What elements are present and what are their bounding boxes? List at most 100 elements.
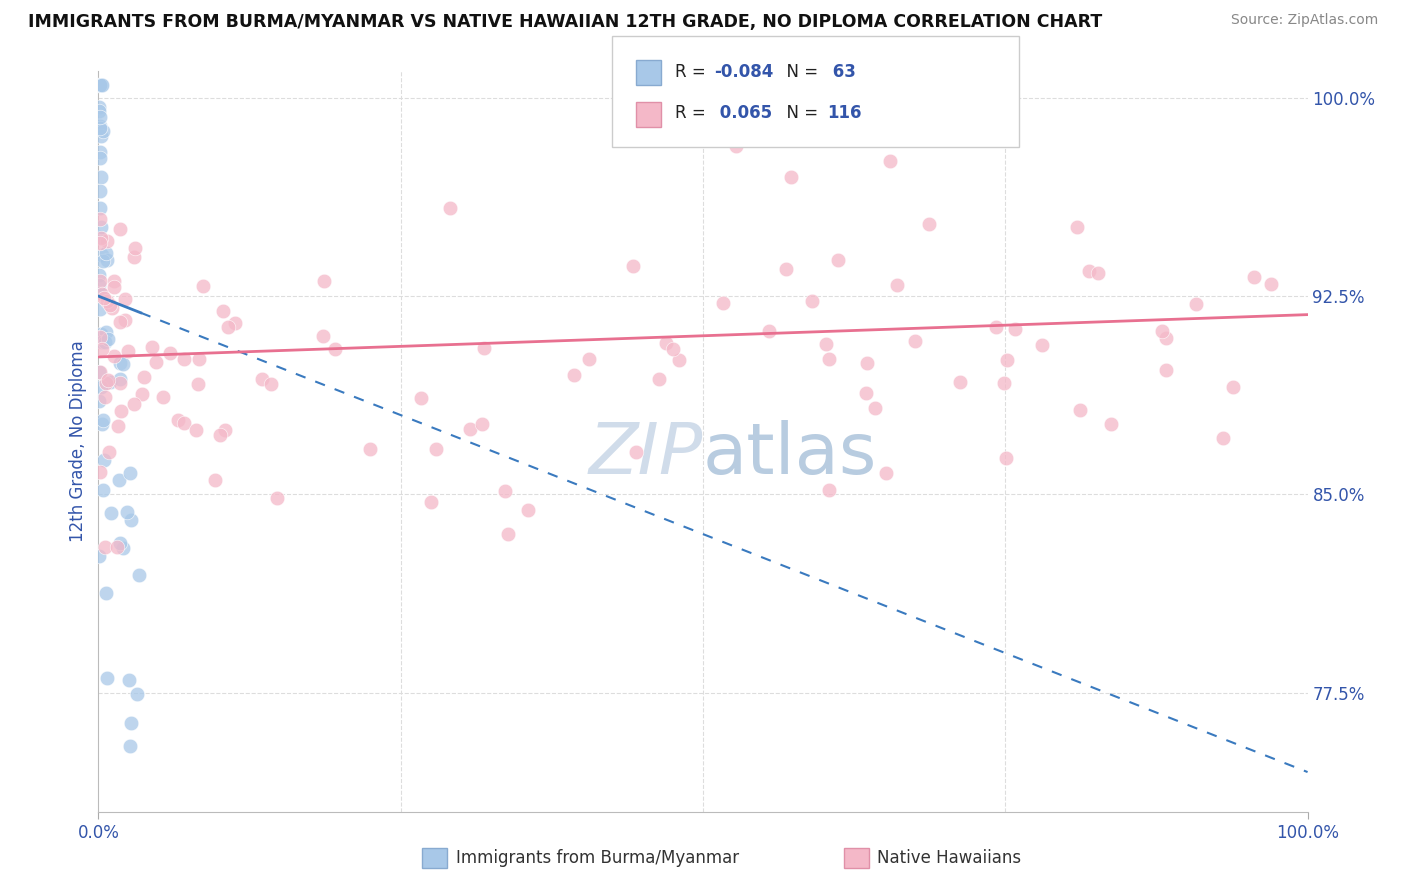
Point <box>89 78 111 92</box>
Point <box>91 342 114 356</box>
Point <box>91 483 114 497</box>
Text: 63: 63 <box>827 62 856 81</box>
Point <box>875 466 897 480</box>
Point <box>1078 264 1101 278</box>
Point <box>815 337 838 351</box>
Text: N =: N = <box>776 104 824 122</box>
Point <box>224 316 246 330</box>
Point <box>89 274 111 288</box>
Point <box>856 356 879 370</box>
Point <box>90 380 112 394</box>
Point <box>1031 338 1053 352</box>
Point <box>89 465 111 479</box>
Point <box>187 376 209 391</box>
Point <box>173 417 195 431</box>
Point <box>184 423 207 437</box>
Point <box>775 262 797 277</box>
Point <box>97 333 120 347</box>
Point <box>103 273 125 287</box>
Text: N =: N = <box>776 62 824 81</box>
Point <box>995 450 1018 465</box>
Point <box>409 391 432 405</box>
Text: 116: 116 <box>827 104 862 122</box>
Point <box>817 351 839 366</box>
Point <box>879 154 901 169</box>
Text: IMMIGRANTS FROM BURMA/MYANMAR VS NATIVE HAWAIIAN 12TH GRADE, NO DIPLOMA CORRELAT: IMMIGRANTS FROM BURMA/MYANMAR VS NATIVE … <box>28 13 1102 31</box>
Point <box>89 110 111 124</box>
Point <box>1069 403 1091 417</box>
Point <box>904 334 927 348</box>
Point <box>578 351 600 366</box>
Point <box>1243 269 1265 284</box>
Point <box>124 250 146 264</box>
Point <box>648 372 671 386</box>
Point <box>141 340 163 354</box>
Point <box>103 350 125 364</box>
Point <box>986 319 1008 334</box>
Point <box>120 716 142 731</box>
Point <box>1066 220 1088 235</box>
Text: R =: R = <box>675 62 711 81</box>
Point <box>214 423 236 437</box>
Point <box>711 296 734 310</box>
Text: Native Hawaiians: Native Hawaiians <box>877 849 1022 867</box>
Text: atlas: atlas <box>703 420 877 489</box>
Point <box>122 397 145 411</box>
Point <box>89 78 111 92</box>
Point <box>758 324 780 338</box>
Point <box>93 291 115 305</box>
Point <box>187 351 209 366</box>
Point <box>995 352 1018 367</box>
Point <box>89 394 111 409</box>
Point <box>90 334 112 349</box>
Point <box>127 687 149 701</box>
Point <box>818 483 841 498</box>
Point <box>108 473 131 487</box>
Point <box>918 217 941 231</box>
Text: -0.084: -0.084 <box>714 62 773 81</box>
Point <box>564 368 586 382</box>
Point <box>96 376 118 390</box>
Point <box>359 442 381 457</box>
Point <box>110 404 132 418</box>
Point <box>120 513 142 527</box>
Point <box>90 78 112 92</box>
Point <box>855 385 877 400</box>
Point <box>87 230 110 244</box>
Point <box>98 298 121 312</box>
Point <box>314 274 336 288</box>
Point <box>425 442 447 457</box>
Point <box>114 292 136 306</box>
Point <box>800 294 823 309</box>
Text: Source: ZipAtlas.com: Source: ZipAtlas.com <box>1230 13 1378 28</box>
Point <box>97 373 120 387</box>
Point <box>132 370 155 384</box>
Point <box>439 202 461 216</box>
Point <box>93 541 115 555</box>
Point <box>494 483 516 498</box>
Point <box>471 417 494 431</box>
Point <box>208 427 231 442</box>
Point <box>128 568 150 582</box>
Point <box>89 120 111 134</box>
Point <box>94 586 117 600</box>
Point <box>90 128 112 143</box>
Point <box>89 78 111 92</box>
Point <box>96 672 118 686</box>
Point <box>89 286 111 301</box>
Point <box>118 673 141 687</box>
Text: R =: R = <box>675 104 711 122</box>
Point <box>94 325 117 339</box>
Point <box>1260 277 1282 291</box>
Point <box>827 253 849 268</box>
Point <box>217 320 239 334</box>
Point <box>91 253 114 268</box>
Point <box>90 231 112 245</box>
Point <box>108 315 131 329</box>
Point <box>89 549 111 564</box>
Point <box>87 78 110 92</box>
Point <box>1087 266 1109 280</box>
Text: 0.065: 0.065 <box>714 104 772 122</box>
Point <box>993 376 1015 390</box>
Point <box>103 280 125 294</box>
